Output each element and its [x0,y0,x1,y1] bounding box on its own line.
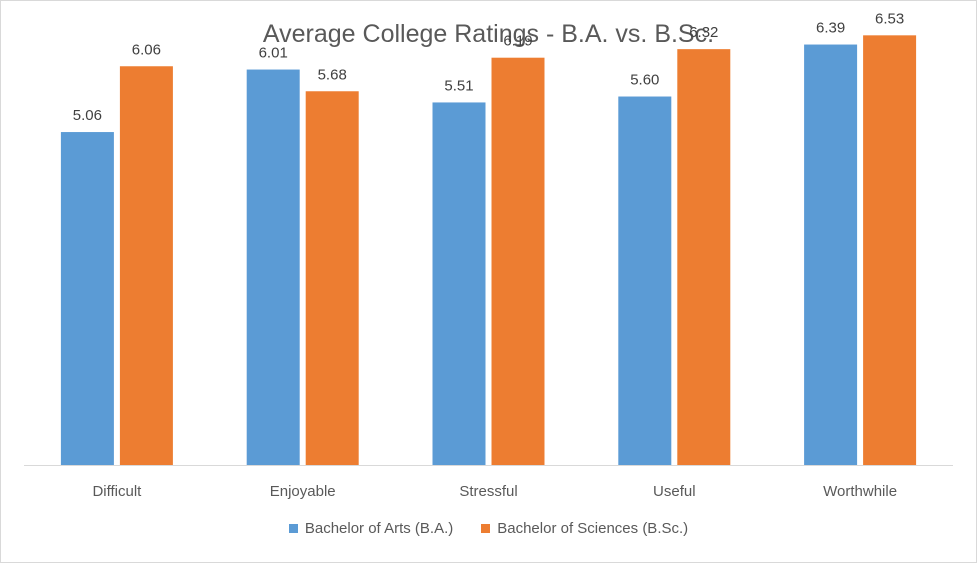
x-tick-label-enjoyable: Enjoyable [270,483,336,500]
chart-legend: Bachelor of Arts (B.A.) Bachelor of Scie… [0,520,977,537]
bar-difficult-ba [60,132,114,465]
chart-title: Average College Ratings - B.A. vs. B.Sc. [262,20,715,48]
data-label-worthwhile-bsc: 6.53 [875,10,904,27]
data-label-useful-bsc: 6.32 [689,24,718,41]
data-label-difficult-bsc: 6.06 [132,41,161,58]
legend-label-ba: Bachelor of Arts (B.A.) [304,520,454,537]
data-label-stressful-ba: 5.51 [444,77,473,94]
data-label-enjoyable-ba: 6.01 [259,45,288,62]
x-tick-label-useful: Useful [653,483,696,500]
bar-enjoyable-bsc [305,91,359,466]
bar-worthwhile-ba [804,44,858,466]
legend-item-ba: Bachelor of Arts (B.A.) [288,520,454,537]
bar-useful-ba [618,96,672,466]
data-label-enjoyable-bsc: 5.68 [318,66,347,83]
data-label-worthwhile-ba: 6.39 [816,20,845,37]
data-label-difficult-ba: 5.06 [73,107,102,124]
bar-worthwhile-bsc [863,35,917,466]
bar-stressful-ba [432,102,486,465]
legend-item-bsc: Bachelor of Sciences (B.Sc.) [481,520,688,537]
x-tick-label-difficult: Difficult [92,483,142,500]
data-label-useful-ba: 5.60 [630,72,659,89]
x-tick-label-stressful: Stressful [459,483,517,500]
legend-label-bsc: Bachelor of Sciences (B.Sc.) [497,520,689,537]
bar-difficult-bsc [119,66,173,465]
bar-useful-bsc [677,49,731,465]
x-tick-label-worthwhile: Worthwhile [823,483,897,500]
legend-swatch-ba [288,524,298,533]
bar-enjoyable-ba [246,69,300,466]
data-label-stressful-bsc: 6.19 [503,33,532,50]
legend-swatch-bsc [481,524,491,533]
bar-stressful-bsc [491,57,545,465]
